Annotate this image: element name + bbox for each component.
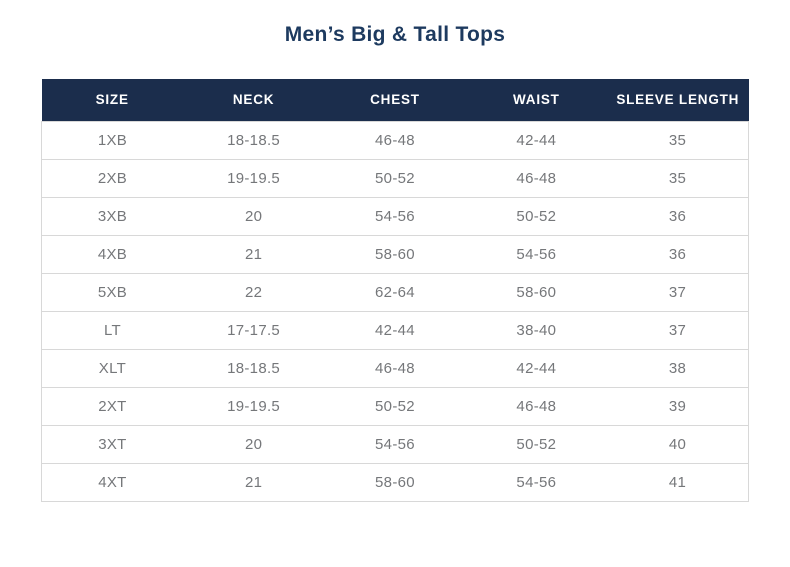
table-cell: 38-40	[465, 311, 608, 350]
table-cell: 1XB	[41, 121, 183, 160]
table-cell: 35	[607, 121, 749, 160]
table-cell: 46-48	[465, 159, 608, 198]
table-cell: 41	[668, 473, 687, 491]
table-cell: 17-17.5	[182, 311, 325, 350]
table-cell: 37	[607, 311, 749, 350]
table-cell: 46-48	[324, 349, 466, 388]
table-cell: 19-19.5	[182, 387, 325, 426]
table-cell: 37	[607, 273, 749, 312]
table-cell: 18-18.5	[182, 121, 325, 160]
table-body: 1XB 18-18.5 46-48 42-44 35 2XB 19-19.5 50-52 46-…	[41, 121, 749, 501]
table-cell: 20	[182, 425, 325, 464]
column-header-waist: WAIST	[465, 79, 608, 121]
table-cell: 58-60	[324, 235, 466, 274]
table-cell: 3XT	[41, 425, 183, 464]
table-header-row: SIZE NECK CHEST WAIST SLEEVE LENGTH	[41, 79, 749, 121]
table-cell: 50-52	[465, 425, 608, 464]
table-row: 3XT 20 54-56 50-52 40	[41, 425, 749, 464]
table-cell: 58-60	[375, 473, 415, 491]
table-row: 3XB 20 54-56 50-52 36	[41, 197, 749, 236]
size-chart-table: SIZE NECK CHEST WAIST SLEEVE LENGTH 1XB 18-18…	[41, 79, 749, 502]
table-cell: 50-52	[324, 159, 466, 198]
table-cell: 35	[607, 159, 749, 198]
table-row: XLT 18-18.5 46-48 42-44 38	[41, 349, 749, 388]
table-cell: 36	[607, 235, 749, 274]
table-row: 4XT 21 58-60 54-56 41	[42, 463, 749, 501]
table-cell: 2XT	[41, 387, 183, 426]
table-cell: 4XT	[98, 473, 127, 491]
table-cell: 22	[182, 273, 325, 312]
table-cell: 54-56	[324, 425, 466, 464]
table-cell: 21	[182, 235, 325, 274]
table-cell: 2XB	[41, 159, 183, 198]
table-row: 4XB 21 58-60 54-56 36	[41, 235, 749, 274]
table-cell: 42-44	[465, 121, 608, 160]
table-header: SIZE NECK CHEST WAIST SLEEVE LENGTH	[41, 79, 749, 121]
table-cell: 36	[607, 197, 749, 236]
table-cell: 50-52	[324, 387, 466, 426]
table-cell: 3XB	[41, 197, 183, 236]
table-cell: 21	[244, 473, 263, 491]
page-title: Men’s Big & Tall Tops	[284, 23, 506, 46]
table-row: 2XB 19-19.5 50-52 46-48 35	[41, 159, 749, 198]
table-cell: 4XB	[41, 235, 183, 274]
table-cell: 38	[607, 349, 749, 388]
table-cell: 42-44	[465, 349, 608, 388]
table-cell: 54-56	[516, 473, 557, 491]
table-row: 2XT 19-19.5 50-52 46-48 39	[41, 387, 749, 426]
table-cell: 54-56	[324, 197, 466, 236]
table-cell: 50-52	[465, 197, 608, 236]
table-row: 5XB 22 62-64 58-60 37	[41, 273, 749, 312]
column-header-chest: CHEST	[324, 79, 466, 121]
table-cell: 39	[607, 387, 749, 426]
table-row: 1XB 18-18.5 46-48 42-44 35	[41, 121, 749, 160]
table-cell: LT	[41, 311, 183, 350]
table-cell: 62-64	[324, 273, 466, 312]
table-cell: 5XB	[41, 273, 183, 312]
table-row: LT 17-17.5 42-44 38-40 37	[41, 311, 749, 350]
table-cell: 19-19.5	[182, 159, 325, 198]
column-header-size: SIZE	[41, 79, 183, 121]
table-cell: 18-18.5	[182, 349, 325, 388]
table-cell: 58-60	[465, 273, 608, 312]
table-cell: 42-44	[324, 311, 466, 350]
table-cell: 40	[607, 425, 749, 464]
table-cell: 54-56	[465, 235, 608, 274]
table-cell: XLT	[41, 349, 183, 388]
column-header-sleeve-length: SLEEVE LENGTH	[607, 79, 749, 121]
column-header-neck: NECK	[182, 79, 325, 121]
table-cell: 20	[182, 197, 325, 236]
table-cell: 46-48	[324, 121, 466, 160]
table-cell: 46-48	[465, 387, 608, 426]
